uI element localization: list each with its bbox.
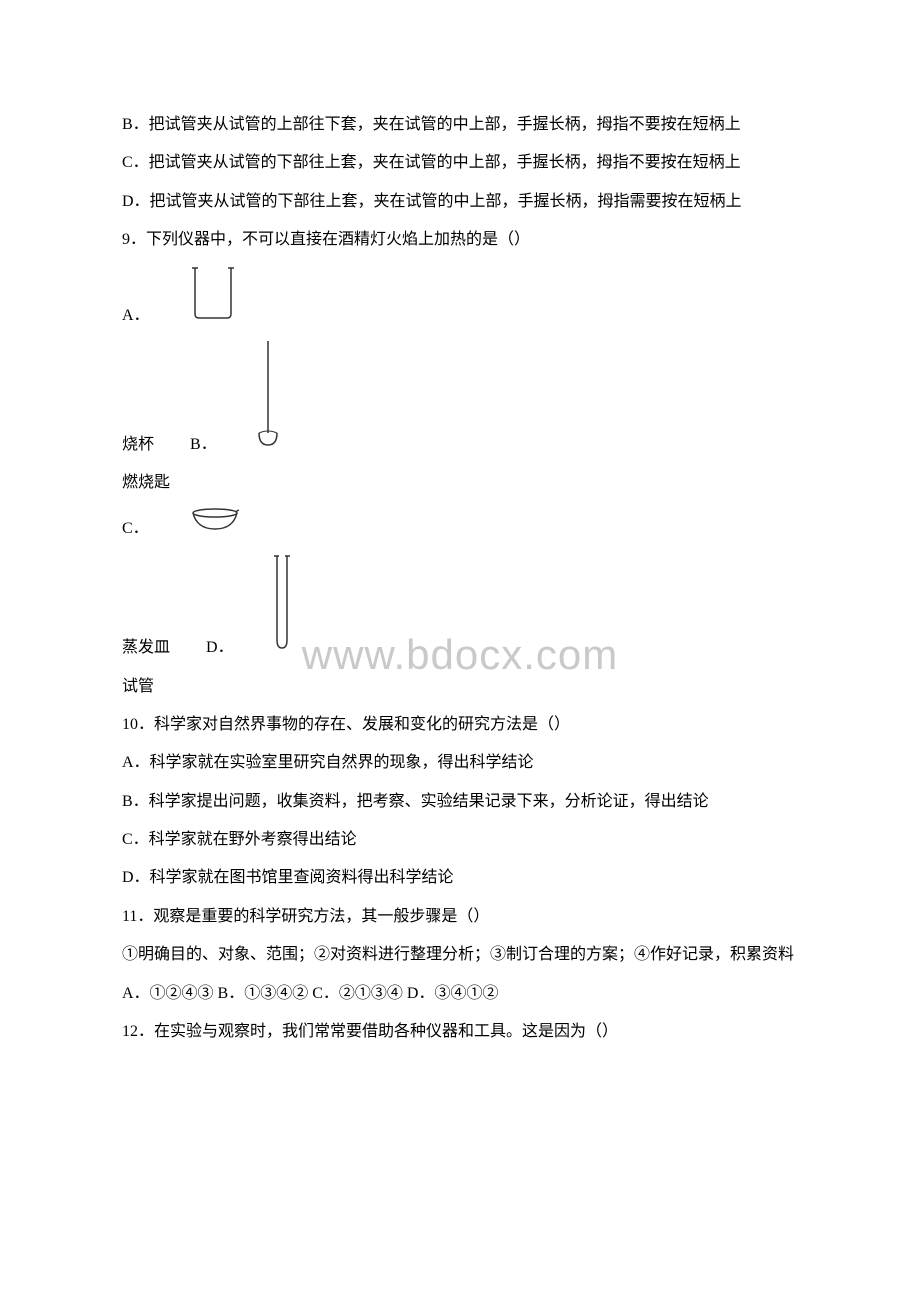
q9-stem: 9．下列仪器中，不可以直接在酒精灯火焰上加热的是（） bbox=[90, 225, 830, 255]
document-content: B．把试管夹从试管的上部往下套，夹在试管的中上部，手握长柄，拇指不要按在短柄上 … bbox=[90, 110, 830, 1047]
evaporating-dish-icon bbox=[157, 507, 241, 544]
q9-c-text-d-label: 蒸发皿 D． bbox=[90, 552, 830, 663]
q11-stem: 11．观察是重要的科学研究方法，其一般步骤是（） bbox=[90, 902, 830, 932]
q9-b-text: 燃烧匙 bbox=[90, 468, 830, 498]
q9-option-c: C． bbox=[90, 507, 830, 544]
q9-b-label: B． bbox=[158, 430, 217, 460]
q9-d-text: 试管 bbox=[90, 672, 830, 702]
q9-c-label: C． bbox=[90, 514, 149, 544]
q12-stem: 12．在实验与观察时，我们常常要借助各种仪器和工具。这是因为（） bbox=[90, 1017, 830, 1047]
q8-option-c: C．把试管夹从试管的下部往上套，夹在试管的中上部，手握长柄，拇指不要按在短柄上 bbox=[90, 148, 830, 178]
q8-option-b: B．把试管夹从试管的上部往下套，夹在试管的中上部，手握长柄，拇指不要按在短柄上 bbox=[90, 110, 830, 140]
q10-stem: 10．科学家对自然界事物的存在、发展和变化的研究方法是（） bbox=[90, 710, 830, 740]
combustion-spoon-icon bbox=[221, 339, 283, 460]
beaker-icon bbox=[158, 264, 236, 331]
q9-option-a: A． bbox=[90, 264, 830, 331]
q8-option-d: D．把试管夹从试管的下部往上套，夹在试管的中上部，手握长柄，拇指需要按在短柄上 bbox=[90, 187, 830, 217]
q10-option-a: A．科学家就在实验室里研究自然界的现象，得出科学结论 bbox=[90, 748, 830, 778]
q9-c-text: 蒸发皿 bbox=[90, 633, 170, 663]
q11-items: ①明确目的、对象、范围；②对资料进行整理分析；③制订合理的方案；④作好记录，积累… bbox=[90, 940, 830, 970]
q9-a-label: A． bbox=[90, 301, 150, 331]
q10-option-c: C．科学家就在野外考察得出结论 bbox=[90, 825, 830, 855]
q9-a-text-b-label: 烧杯 B． bbox=[90, 339, 830, 460]
q10-option-b: B．科学家提出问题，收集资料，把考察、实验结果记录下来，分析论证，得出结论 bbox=[90, 787, 830, 817]
q10-option-d: D．科学家就在图书馆里查阅资料得出科学结论 bbox=[90, 863, 830, 893]
q11-options: A．①②④③ B．①③④② C．②①③④ D．③④①② bbox=[90, 979, 830, 1009]
q9-a-text: 烧杯 bbox=[90, 430, 154, 460]
test-tube-icon bbox=[238, 552, 294, 663]
q9-d-label: D． bbox=[174, 633, 234, 663]
